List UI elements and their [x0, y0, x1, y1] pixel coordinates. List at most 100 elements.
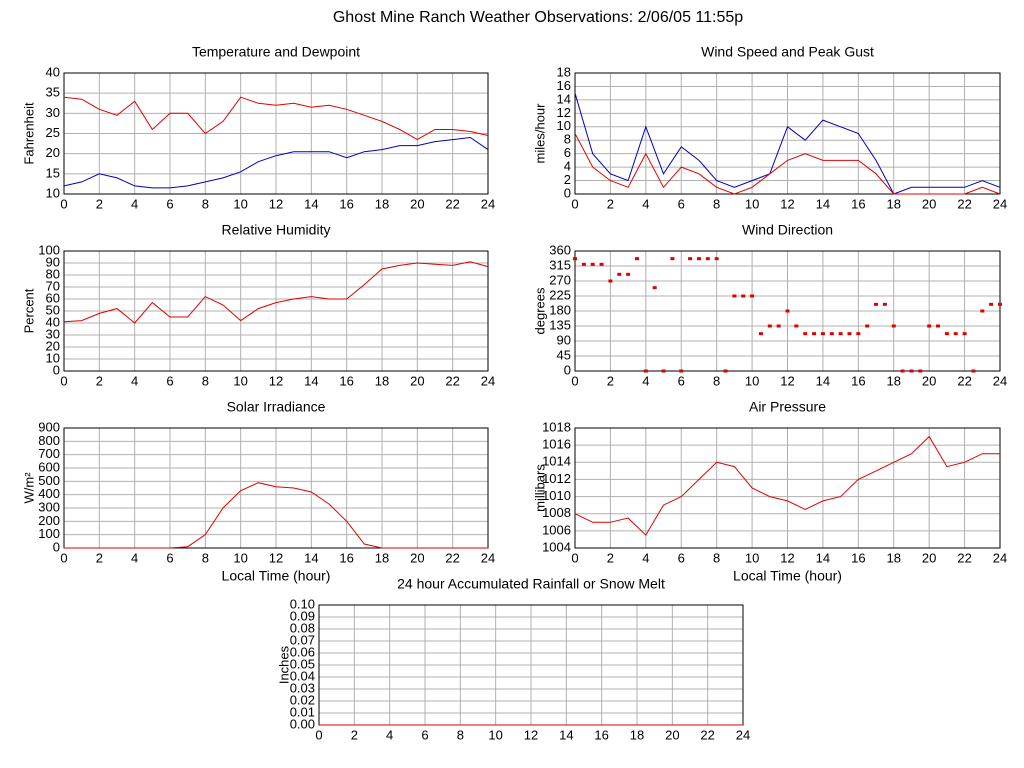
data-point: [838, 332, 843, 336]
x-tick-label: 16: [851, 373, 865, 388]
data-point: [599, 262, 604, 266]
data-point: [953, 332, 958, 336]
y-tick-label: 0.04: [290, 668, 315, 683]
y-axis-label: Percent: [21, 288, 36, 333]
x-tick-label: 8: [713, 196, 720, 211]
y-axis-label: millibars: [532, 464, 547, 512]
x-axis-label: Local Time (hour): [222, 568, 331, 584]
x-tick-label: 4: [642, 550, 649, 565]
y-axis-label: W/m²: [21, 472, 36, 504]
y-tick-label: 4: [564, 159, 571, 174]
y-tick-label: 40: [46, 314, 60, 329]
data-point: [723, 369, 728, 373]
x-tick-label: 2: [351, 727, 358, 742]
chart-title: 24 hour Accumulated Rainfall or Snow Mel…: [397, 576, 665, 592]
x-tick-label: 24: [993, 550, 1007, 565]
x-tick-label: 8: [202, 196, 209, 211]
y-tick-label: 45: [557, 347, 571, 362]
x-tick-label: 14: [304, 373, 318, 388]
data-point: [661, 369, 666, 373]
x-tick-label: 16: [339, 373, 353, 388]
data-point: [608, 279, 613, 283]
x-tick-label: 24: [481, 373, 495, 388]
data-point: [741, 294, 746, 298]
x-tick-label: 14: [304, 550, 318, 565]
data-point: [590, 262, 595, 266]
chart-title: Wind Direction: [742, 222, 833, 238]
x-tick-label: 12: [269, 550, 283, 565]
data-point: [829, 332, 834, 336]
y-tick-label: 1010: [542, 488, 571, 503]
data-point: [626, 272, 631, 276]
x-tick-label: 18: [375, 550, 389, 565]
y-tick-label: 200: [38, 513, 60, 528]
data-line: [64, 482, 488, 549]
x-tick-label: 2: [607, 196, 614, 211]
y-tick-label: 14: [557, 91, 571, 106]
data-point: [670, 257, 675, 261]
y-tick-label: 50: [46, 302, 60, 317]
y-tick-label: 0.10: [290, 596, 315, 611]
data-point: [776, 324, 781, 328]
data-line: [63, 96, 489, 141]
x-tick-label: 6: [166, 196, 173, 211]
y-tick-label: 0.03: [290, 680, 315, 695]
y-tick-label: 90: [46, 254, 60, 269]
y-tick-label: 20: [46, 145, 60, 160]
x-tick-label: 24: [481, 196, 495, 211]
x-tick-label: 6: [166, 550, 173, 565]
x-tick-label: 20: [922, 196, 936, 211]
x-tick-label: 22: [957, 196, 971, 211]
y-tick-label: 0: [53, 362, 60, 377]
page-title: Ghost Mine Ranch Weather Observations: 2…: [333, 9, 743, 26]
y-tick-label: 35: [46, 85, 60, 100]
y-tick-label: 18: [557, 64, 571, 79]
y-tick-label: 1014: [542, 454, 571, 469]
x-tick-label: 24: [993, 373, 1007, 388]
x-tick-label: 20: [410, 196, 424, 211]
data-line: [574, 435, 1000, 536]
data-point: [909, 369, 914, 373]
data-point: [847, 332, 852, 336]
x-tick-label: 22: [445, 550, 459, 565]
x-tick-label: 20: [665, 727, 679, 742]
y-tick-label: 1016: [542, 437, 571, 452]
y-tick-label: 15: [46, 165, 60, 180]
x-tick-label: 20: [410, 373, 424, 388]
y-tick-label: 800: [38, 433, 60, 448]
y-tick-label: 360: [549, 242, 571, 257]
chart-title: Air Pressure: [749, 399, 826, 415]
data-point: [617, 272, 622, 276]
y-axis-label: Fahrenheit: [21, 102, 36, 165]
x-tick-label: 0: [571, 373, 578, 388]
x-tick-label: 0: [571, 196, 578, 211]
x-tick-label: 24: [481, 550, 495, 565]
y-tick-label: 225: [549, 287, 571, 302]
data-point: [874, 302, 879, 306]
x-tick-label: 6: [678, 196, 685, 211]
x-tick-label: 10: [233, 373, 247, 388]
chart-title: Wind Speed and Peak Gust: [701, 44, 874, 60]
x-tick-label: 16: [339, 550, 353, 565]
data-point: [573, 257, 577, 261]
x-tick-label: 22: [957, 550, 971, 565]
y-tick-label: 2: [564, 172, 571, 187]
x-tick-label: 12: [269, 196, 283, 211]
data-point: [927, 324, 932, 328]
x-tick-label: 8: [457, 727, 464, 742]
x-tick-label: 6: [678, 550, 685, 565]
y-tick-label: 700: [38, 446, 60, 461]
x-tick-label: 16: [339, 196, 353, 211]
y-tick-label: 80: [46, 266, 60, 281]
y-tick-label: 500: [38, 473, 60, 488]
x-tick-label: 10: [745, 373, 759, 388]
y-tick-label: 1012: [542, 471, 571, 486]
x-tick-label: 4: [131, 196, 138, 211]
x-tick-label: 12: [524, 727, 538, 742]
x-tick-label: 22: [445, 196, 459, 211]
x-tick-label: 10: [745, 196, 759, 211]
x-tick-label: 22: [957, 373, 971, 388]
x-tick-label: 16: [594, 727, 608, 742]
x-tick-label: 18: [887, 373, 901, 388]
